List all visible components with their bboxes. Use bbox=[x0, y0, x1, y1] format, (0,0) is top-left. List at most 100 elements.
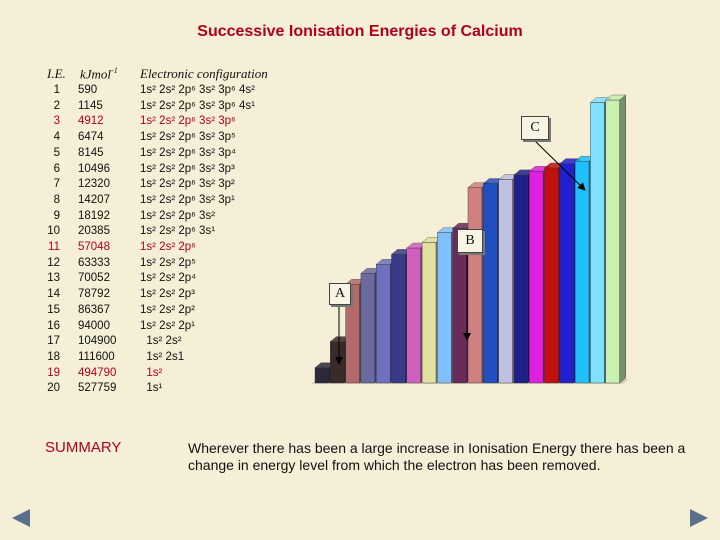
table-row: 7 12320 1s² 2s² 2p⁶ 3s² 3p² bbox=[30, 178, 310, 194]
electron-config: 1s² 2s1 bbox=[140, 350, 185, 363]
table-row: 12 63333 1s² 2s² 2p⁵ bbox=[30, 257, 310, 273]
bar-12 bbox=[483, 183, 498, 384]
electron-config: 1s² 2s² 2p⁶ bbox=[140, 241, 196, 253]
ie-number: 10 bbox=[47, 225, 60, 238]
table-row: 17 104900 1s² 2s² bbox=[30, 335, 310, 351]
ie-number: 11 bbox=[48, 241, 60, 253]
ie-value: 8145 bbox=[78, 146, 104, 159]
table-row: 8 14207 1s² 2s² 2p⁶ 3s² 3p¹ bbox=[30, 194, 310, 210]
previous-slide-icon[interactable] bbox=[12, 509, 30, 527]
ie-value: 70052 bbox=[78, 272, 110, 285]
bar-20 bbox=[605, 99, 620, 384]
ie-number: 12 bbox=[47, 256, 60, 269]
ie-value: 94000 bbox=[78, 319, 110, 332]
bar-5 bbox=[376, 264, 391, 384]
ie-number: 5 bbox=[53, 146, 60, 159]
ie-value: 78792 bbox=[78, 288, 110, 301]
ie-value: 12320 bbox=[78, 178, 110, 191]
ie-value: 4912 bbox=[78, 115, 104, 128]
ie-number: 19 bbox=[47, 366, 60, 379]
ie-number: 15 bbox=[47, 303, 60, 316]
ie-value: 18192 bbox=[78, 209, 110, 222]
slide-title: Successive Ionisation Energies of Calciu… bbox=[197, 23, 523, 40]
ie-value: 111600 bbox=[78, 350, 115, 363]
annotation-b: B bbox=[457, 229, 483, 253]
bar-9 bbox=[437, 232, 452, 384]
annotation-a: A bbox=[329, 283, 351, 305]
ie-value: 104900 bbox=[78, 335, 117, 348]
table-row: 5 8145 1s² 2s² 2p⁶ 3s² 3p⁴ bbox=[30, 147, 310, 163]
ie-number: 4 bbox=[53, 131, 60, 144]
table-row: 18 111600 1s² 2s1 bbox=[30, 351, 310, 367]
electron-config: 1s² 2s² 2p⁶ 3s¹ bbox=[140, 225, 216, 238]
ie-value: 527759 bbox=[78, 382, 117, 395]
bar-13 bbox=[498, 179, 513, 384]
electron-config: 1s² bbox=[140, 366, 163, 379]
ie-number: 20 bbox=[47, 382, 60, 395]
electron-config: 1s² 2s² 2p² bbox=[140, 303, 195, 316]
ie-number: 14 bbox=[47, 288, 60, 301]
unit-header: kJmol-1 bbox=[80, 66, 118, 82]
electron-config: 1s² 2s² 2p⁶ 3s² 3p¹ bbox=[140, 193, 235, 206]
ie-number: 13 bbox=[47, 272, 60, 285]
table-row: 2 1145 1s² 2s² 2p⁶ 3s² 3p⁶ 4s¹ bbox=[30, 100, 310, 116]
bar-17 bbox=[559, 163, 574, 384]
ie-value: 20385 bbox=[78, 225, 110, 238]
table-row: 9 18192 1s² 2s² 2p⁶ 3s² bbox=[30, 210, 310, 226]
ie-number: 6 bbox=[53, 162, 60, 175]
next-slide-icon[interactable] bbox=[690, 509, 708, 527]
ie-number: 17 bbox=[47, 335, 60, 348]
bar-2 bbox=[330, 341, 345, 384]
table-row: 11 57048 1s² 2s² 2p⁶ bbox=[30, 241, 310, 257]
ie-value: 494790 bbox=[78, 366, 117, 379]
ie-value: 14207 bbox=[78, 193, 110, 206]
ie-number: 18 bbox=[47, 350, 60, 363]
unit-header-text: kJmol bbox=[80, 66, 112, 82]
electron-config: 1s² 2s² 2p³ bbox=[140, 288, 195, 301]
bar-14 bbox=[513, 174, 529, 384]
electron-config: 1s² 2s² 2p⁶ 3s² 3p⁴ bbox=[140, 146, 236, 159]
ie-value: 590 bbox=[78, 84, 98, 96]
bar-16 bbox=[544, 167, 559, 384]
electron-config: 1s² 2s² 2p⁶ 3s² 3p³ bbox=[140, 162, 235, 175]
electron-config: 1s¹ bbox=[140, 382, 163, 395]
config-header: Electronic configuration bbox=[140, 66, 268, 81]
ie-number: 3 bbox=[53, 115, 60, 128]
bar-1 bbox=[314, 367, 330, 384]
bar-7 bbox=[406, 247, 421, 384]
bar-19 bbox=[590, 102, 605, 384]
table-row: 3 4912 1s² 2s² 2p⁶ 3s² 3p⁶ bbox=[30, 115, 310, 131]
annotation-c: C bbox=[521, 116, 549, 140]
bar-11 bbox=[467, 187, 483, 384]
ie-number: 2 bbox=[53, 99, 60, 112]
arrow-c bbox=[531, 137, 586, 191]
unit-header-sup: -1 bbox=[111, 66, 118, 75]
bar-side-20 bbox=[619, 94, 626, 384]
table-row: 14 78792 1s² 2s² 2p³ bbox=[30, 288, 310, 304]
ie-number: 1 bbox=[53, 84, 60, 96]
ie-number: 8 bbox=[53, 193, 60, 206]
ie-value: 86367 bbox=[78, 303, 110, 316]
electron-config: 1s² 2s² 2p⁴ bbox=[140, 272, 197, 285]
ie-number: 16 bbox=[47, 319, 60, 332]
table-row: 16 94000 1s² 2s² 2p¹ bbox=[30, 320, 310, 336]
table-row: 20 527759 1s¹ bbox=[30, 382, 310, 398]
summary-label: SUMMARY bbox=[45, 439, 122, 456]
electron-config: 1s² 2s² 2p⁶ 3s² 3p⁶ bbox=[140, 115, 236, 128]
table-row: 10 20385 1s² 2s² 2p⁶ 3s¹ bbox=[30, 225, 310, 241]
electron-config: 1s² 2s² 2p⁶ 3s² 3p⁶ 4s² bbox=[140, 84, 255, 96]
table-row: 15 86367 1s² 2s² 2p² bbox=[30, 304, 310, 320]
ie-value: 63333 bbox=[78, 256, 110, 269]
bar-8 bbox=[421, 242, 437, 384]
bar-18 bbox=[574, 161, 590, 384]
table-row: 13 70052 1s² 2s² 2p⁴ bbox=[30, 272, 310, 288]
table-row: 4 6474 1s² 2s² 2p⁶ 3s² 3p⁵ bbox=[30, 131, 310, 147]
electron-config: 1s² 2s² 2p⁶ 3s² 3p⁵ bbox=[140, 131, 236, 144]
ie-value: 1145 bbox=[78, 99, 103, 112]
ie-number: 7 bbox=[53, 178, 60, 191]
ie-header: I.E. bbox=[47, 66, 66, 81]
bar-6 bbox=[391, 254, 406, 384]
summary-text: Wherever there has been a large increase… bbox=[188, 440, 686, 473]
